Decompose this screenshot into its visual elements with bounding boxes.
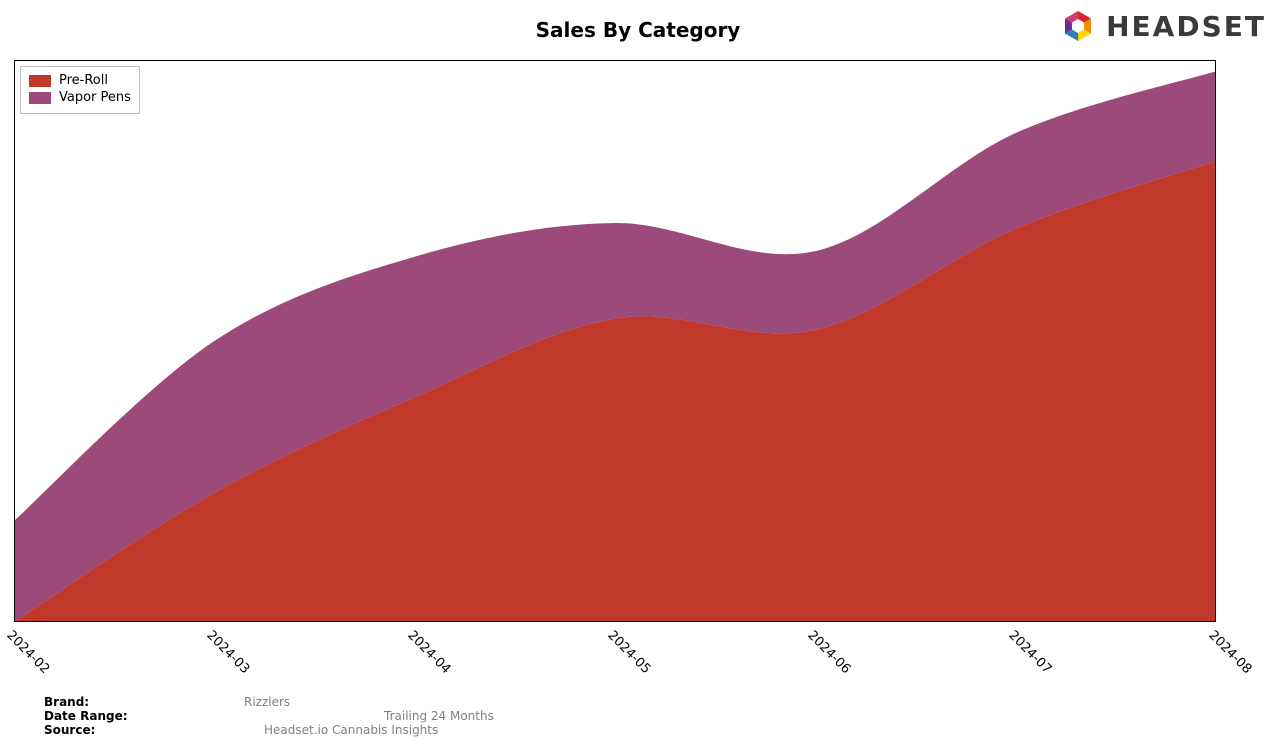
stacked-area-chart	[14, 60, 1216, 622]
metadata-row: Source: Headset.io Cannabis Insights	[44, 723, 494, 737]
brand-logo-text: HEADSET	[1106, 10, 1266, 43]
metadata-value: Headset.io Cannabis Insights	[264, 723, 438, 737]
legend-label: Vapor Pens	[59, 90, 131, 105]
x-tick-label: 2024-04	[404, 628, 453, 677]
legend-item: Vapor Pens	[29, 90, 131, 105]
plot-area: Pre-RollVapor Pens 2024-022024-032024-04…	[14, 60, 1216, 622]
headset-logo-icon	[1058, 6, 1098, 46]
legend-item: Pre-Roll	[29, 73, 131, 88]
metadata-row: Date Range: Trailing 24 Months	[44, 709, 494, 723]
x-tick-label: 2024-06	[805, 628, 854, 677]
x-tick-label: 2024-08	[1205, 628, 1254, 677]
legend-swatch	[29, 92, 51, 104]
x-tick-label: 2024-07	[1005, 628, 1054, 677]
metadata-value: Trailing 24 Months	[384, 709, 494, 723]
chart-metadata: Brand: Rizzlers Date Range: Trailing 24 Mon…	[44, 695, 494, 737]
legend-swatch	[29, 75, 51, 87]
brand-logo: HEADSET	[1058, 6, 1266, 46]
metadata-value: Rizzlers	[244, 695, 290, 709]
metadata-key: Source:	[44, 723, 134, 737]
metadata-key: Date Range:	[44, 709, 134, 723]
x-tick-label: 2024-02	[3, 628, 52, 677]
legend-label: Pre-Roll	[59, 73, 108, 88]
metadata-row: Brand: Rizzlers	[44, 695, 494, 709]
x-tick-label: 2024-05	[604, 628, 653, 677]
x-tick-label: 2024-03	[204, 628, 253, 677]
metadata-key: Brand:	[44, 695, 134, 709]
legend: Pre-Roll Vapor Pens	[20, 66, 140, 114]
